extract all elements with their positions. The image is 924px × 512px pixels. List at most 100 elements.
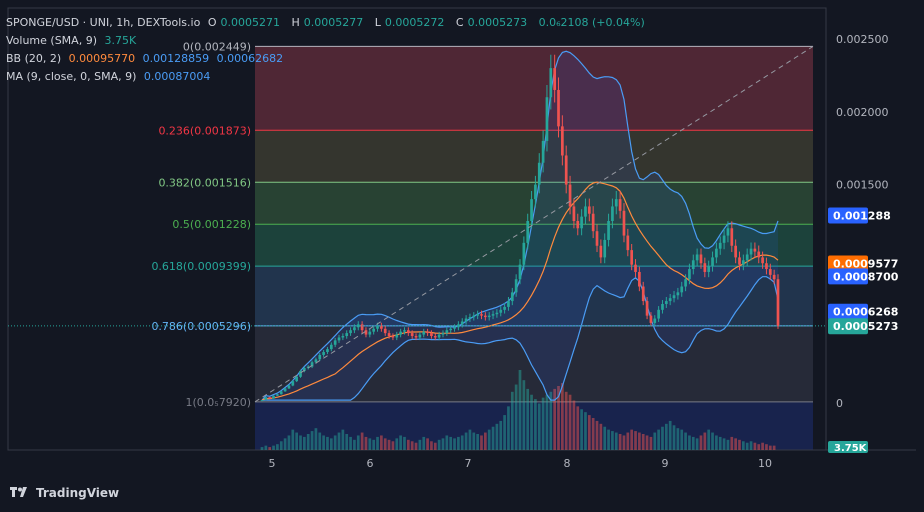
candle — [691, 254, 695, 275]
legend-bb[interactable]: BB (20, 2) 0.00095770 0.00128859 0.00062… — [6, 52, 287, 66]
candle — [530, 191, 533, 229]
candle-body — [753, 248, 757, 252]
low-label: L — [374, 16, 381, 29]
candle-body — [399, 331, 402, 335]
candle-body — [403, 330, 406, 332]
candle-body — [449, 328, 453, 331]
candle-body — [318, 354, 322, 360]
candle-body — [641, 286, 645, 302]
volume-bar — [406, 439, 410, 450]
volume-bar — [595, 420, 599, 450]
time-tick-label: 8 — [564, 457, 571, 470]
candle-body — [353, 327, 356, 331]
candle-body — [557, 89, 560, 127]
candle — [410, 330, 414, 339]
volume-tag-label: 3.75K — [834, 443, 868, 454]
volume-bar — [537, 403, 541, 450]
volume-bar — [707, 429, 711, 450]
volume-bar — [614, 432, 618, 450]
volume-bar — [715, 435, 718, 450]
candle-body — [776, 279, 780, 326]
candle-body — [645, 301, 649, 316]
candle-body — [715, 248, 718, 258]
candle-body — [314, 359, 318, 363]
volume-bar — [403, 436, 406, 450]
candle — [383, 325, 387, 336]
legend-volume[interactable]: Volume (SMA, 9) 3.75K — [6, 34, 140, 48]
volume-bar — [657, 429, 660, 450]
volume-bar — [688, 435, 691, 450]
candle — [353, 324, 356, 334]
candle-body — [391, 336, 395, 338]
candle-body — [418, 334, 422, 338]
volume-bar — [414, 442, 418, 450]
symbol-title[interactable]: SPONGE/USD · UNI, 1h, DEXTools.io — [6, 16, 201, 29]
time-tick-label: 5 — [269, 457, 276, 470]
trend-line[interactable] — [254, 46, 814, 403]
volume-bar — [507, 406, 510, 450]
candle — [630, 244, 634, 271]
candle-body — [668, 298, 672, 302]
candle-body — [541, 140, 545, 163]
volume-bar — [557, 386, 560, 450]
candle-body — [368, 331, 372, 335]
candle — [726, 221, 730, 243]
candle-body — [480, 314, 483, 316]
candle — [291, 380, 295, 387]
candle — [626, 228, 630, 257]
candle — [718, 236, 722, 255]
volume-bar — [661, 426, 664, 450]
candle — [707, 260, 711, 278]
candle — [572, 198, 576, 229]
high-value: 0.0005277 — [303, 16, 364, 29]
candles[interactable] — [8, 54, 826, 402]
candle — [406, 327, 410, 336]
candle — [399, 328, 402, 338]
candle-body — [584, 206, 587, 217]
candle — [503, 303, 506, 314]
candle-body — [329, 344, 333, 350]
fib-retracement[interactable]: 0(0.002449) 0.236(0.001873) 0.382(0.001516… — [151, 40, 813, 450]
volume-bar — [387, 439, 391, 450]
volume-bar — [703, 432, 707, 450]
candle — [437, 331, 441, 341]
price-axis[interactable]: 0.002500 0.002000 0.001500 0 0.001288 0.00095… — [828, 33, 899, 454]
volume-tag — [828, 441, 868, 453]
legend-ma[interactable]: MA (9, close, 0, SMA, 9) 0.00087004 — [6, 70, 214, 84]
volume-bar — [653, 432, 657, 450]
volume-bar — [741, 441, 745, 450]
candle-body — [765, 263, 768, 270]
volume-bar — [549, 391, 553, 450]
candle-body — [349, 330, 352, 334]
volume-bar — [483, 432, 487, 450]
candle — [676, 287, 680, 300]
indicator-label: BB (20, 2) — [6, 52, 62, 65]
candle — [287, 384, 291, 390]
volume-bar — [730, 436, 734, 450]
candle-body — [333, 340, 337, 345]
candle-body — [561, 126, 564, 156]
candle-body — [507, 301, 510, 307]
tradingview-logo[interactable]: TradingView — [10, 486, 119, 500]
candle-body — [364, 330, 368, 335]
volume-bar — [430, 441, 433, 450]
time-axis[interactable]: 5 6 7 8 9 10 — [269, 457, 773, 470]
candle — [333, 337, 337, 348]
candle — [276, 393, 279, 397]
volume-bar — [299, 435, 302, 450]
candle — [518, 259, 522, 285]
candle-body — [445, 330, 449, 334]
candle — [345, 330, 349, 339]
volume-bar — [480, 435, 483, 450]
candle — [557, 77, 560, 138]
candle-body — [530, 199, 533, 221]
candle-body — [553, 68, 557, 90]
volume-bar — [441, 438, 445, 450]
candle-body — [664, 301, 668, 304]
fib-zone — [255, 46, 813, 131]
candle — [561, 115, 564, 166]
candle-body — [634, 264, 637, 272]
candle-body — [768, 269, 772, 275]
candle-body — [441, 333, 445, 335]
